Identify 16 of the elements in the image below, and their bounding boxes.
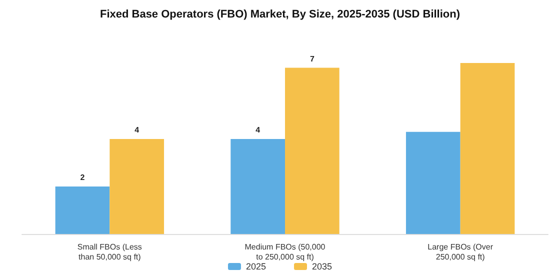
x-tick-label: Small FBOs (Less than 50,000 sq ft) — [77, 242, 142, 262]
data-label: 4 — [134, 126, 140, 134]
legend-label: 2025 — [246, 262, 266, 272]
data-label: 2 — [80, 173, 86, 182]
bar — [230, 139, 285, 234]
legend-label: 2035 — [312, 262, 332, 272]
x-tick-label: Large FBOs (Over 250,000 sq ft) — [428, 242, 494, 262]
bar — [460, 63, 515, 234]
bar — [406, 132, 460, 234]
x-tick-label: Medium FBOs (50,000 to 250,000 sq ft) — [244, 242, 326, 262]
bar — [55, 186, 110, 234]
chart-title: Fixed Base Operators (FBO) Market, By Size, 2025-2035 (USD Billion) — [100, 8, 460, 20]
data-label: 4 — [256, 126, 261, 134]
bar — [110, 139, 164, 234]
data-label: 7 — [310, 54, 315, 64]
bar — [285, 68, 340, 234]
